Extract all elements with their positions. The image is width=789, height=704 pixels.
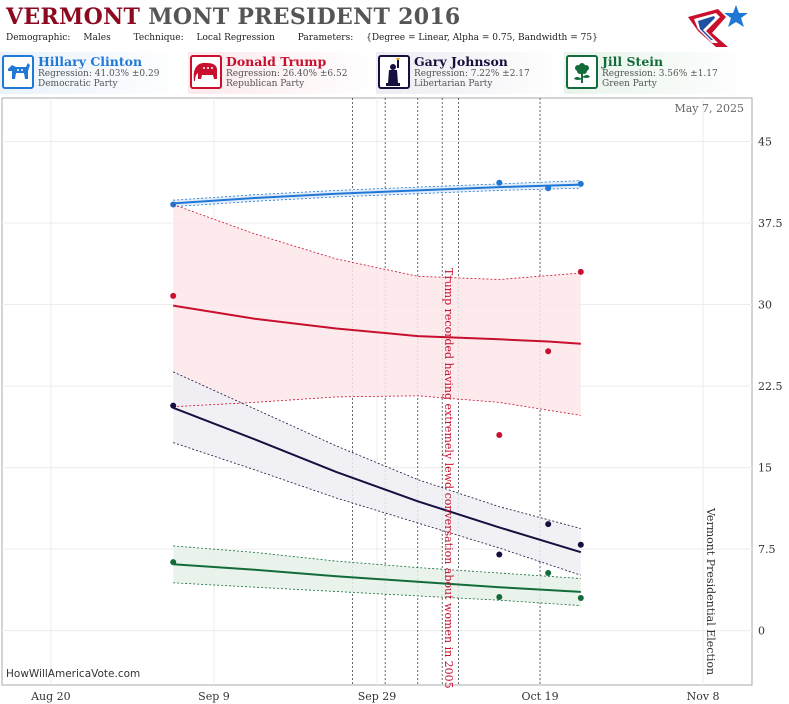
upper-bound-line: [173, 545, 581, 579]
candidate-name: Donald Trump: [226, 54, 327, 69]
donkey-icon: [2, 55, 34, 89]
lower-bound-line: [173, 582, 581, 606]
x-tick-label: Aug 20: [30, 690, 71, 703]
event-annotation: Trump recorded having extremely lewd con…: [442, 268, 455, 689]
candidate-trump[interactable]: Donald Trump Regression: 26.40% ±6.52 Re…: [188, 52, 376, 94]
header: VERMONT MONT PRESIDENT 2016 Demographic:…: [0, 0, 789, 50]
title-state: VERMONT: [6, 4, 141, 30]
regression-line: [172, 406, 582, 554]
upper-bound-line: [173, 180, 581, 201]
poll-point: [170, 402, 177, 409]
candidate-stein[interactable]: Jill Stein Regression: 3.56% ±1.17 Green…: [564, 52, 752, 94]
poll-point: [577, 180, 584, 187]
poll-point: [496, 179, 503, 186]
y-tick-label: 7.5: [758, 543, 776, 556]
elephant-icon: [190, 55, 222, 89]
regression-line: [173, 183, 581, 205]
site-logo-icon[interactable]: [688, 3, 750, 49]
title-race: MONT PRESIDENT 2016: [148, 4, 461, 30]
y-tick-label: 15: [758, 462, 772, 475]
candidate-party: Green Party: [602, 79, 657, 89]
lower-bound-line: [173, 442, 581, 576]
candidate-clinton[interactable]: Hillary Clinton Regression: 41.03% ±0.29…: [0, 52, 188, 94]
y-tick-label: 22.5: [758, 380, 783, 393]
x-tick-label: Sep 29: [358, 690, 397, 703]
candidate-regression: Regression: 3.56% ±1.17: [602, 69, 718, 79]
lower-bound-line: [173, 187, 581, 208]
flower-icon: [566, 55, 598, 89]
candidate-regression: Regression: 41.03% ±0.29: [38, 69, 160, 79]
y-tick-label: 0: [758, 625, 765, 638]
x-tick-label: Sep 9: [198, 690, 230, 703]
poll-point: [577, 268, 584, 275]
poll-point: [496, 431, 503, 438]
poll-point: [545, 521, 552, 528]
parameters-label: Parameters:: [297, 33, 354, 43]
site-credit: HowWillAmericaVote.com: [6, 668, 141, 680]
candidate-johnson[interactable]: Gary Johnson Regression: 7.22% ±2.17 Lib…: [376, 52, 564, 94]
statue-of-liberty-icon: [378, 55, 410, 89]
confidence-band: [173, 204, 581, 416]
candidate-party: Libertarian Party: [414, 79, 493, 89]
lower-bound-line: [173, 395, 581, 416]
candidate-party: Democratic Party: [38, 79, 118, 89]
candidate-name: Hillary Clinton: [38, 54, 143, 69]
technique-label: Technique:: [133, 33, 184, 43]
regression-line: [173, 563, 581, 593]
confidence-band: [173, 371, 581, 576]
poll-point: [577, 595, 584, 602]
poll-point: [170, 292, 177, 299]
candidate-legend: Hillary Clinton Regression: 41.03% ±0.29…: [0, 52, 789, 94]
poll-point: [496, 551, 503, 558]
y-tick-label: 30: [758, 299, 772, 312]
page-title: VERMONT MONT PRESIDENT 2016: [6, 4, 461, 30]
election-annotation: Vermont Presidential Election: [704, 507, 717, 675]
y-tick-label: 45: [758, 135, 772, 148]
x-tick-label: Nov 8: [687, 690, 720, 703]
demographic-value: Males: [83, 33, 111, 43]
demographic-label: Demographic:: [6, 33, 71, 43]
poll-point: [545, 185, 552, 192]
upper-bound-line: [173, 204, 581, 280]
technique-value: Local Regression: [196, 33, 275, 43]
date-stamp: May 7, 2025: [674, 102, 744, 115]
parameters-value: {Degree = Linear, Alpha = 0.75, Bandwidt…: [366, 33, 598, 43]
candidate-regression: Regression: 26.40% ±6.52: [226, 69, 348, 79]
confidence-band: [173, 545, 581, 606]
poll-point: [496, 593, 503, 600]
parameters-line: Demographic: Males Technique: Local Regr…: [6, 33, 618, 43]
candidate-regression: Regression: 7.22% ±2.17: [414, 69, 530, 79]
candidate-name: Gary Johnson: [414, 54, 508, 69]
poll-point: [170, 559, 177, 566]
poll-point: [545, 570, 552, 577]
y-tick-label: 37.5: [758, 217, 783, 230]
regression-line: [173, 304, 581, 345]
regression-chart: 0 7.5 15 22.5 30 37.5 45 Aug 20 Sep 9 Sep 29 Oct 1…: [1, 97, 783, 703]
poll-point: [545, 348, 552, 355]
poll-point: [577, 541, 584, 548]
x-tick-label: Oct 19: [521, 690, 558, 703]
candidate-name: Jill Stein: [602, 54, 664, 69]
candidate-party: Republican Party: [226, 79, 305, 89]
